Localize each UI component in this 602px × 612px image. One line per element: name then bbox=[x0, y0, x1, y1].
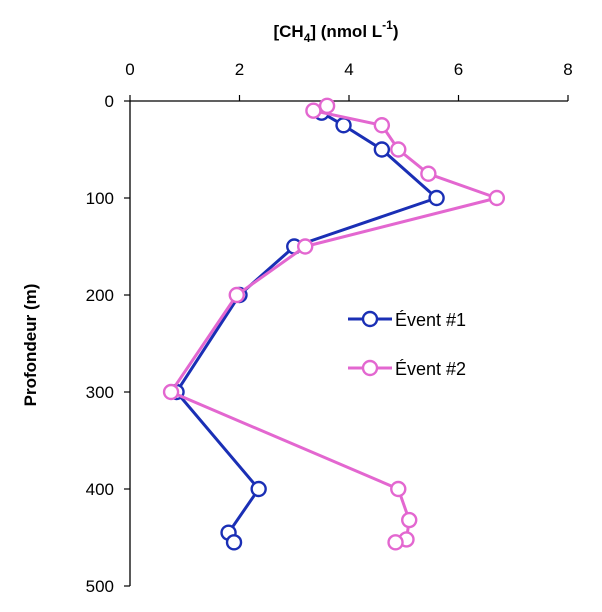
series-2-point bbox=[297, 238, 314, 255]
series-2-point bbox=[162, 383, 180, 401]
y-tick-label: 0 bbox=[105, 92, 114, 111]
x-axis-title-middle: ] (nmol L bbox=[310, 22, 382, 41]
series-2-point bbox=[387, 534, 404, 551]
x-axis-title-subscript: 4 bbox=[304, 31, 311, 45]
x-axis-title: [CH4] (nmol L-1) bbox=[273, 18, 398, 45]
series-2-point bbox=[318, 97, 336, 115]
series-2-point bbox=[373, 117, 391, 134]
x-axis-title-superscript: -1 bbox=[382, 18, 393, 32]
series-1-point bbox=[225, 534, 243, 551]
x-axis-title-prefix: [CH bbox=[273, 22, 303, 41]
x-tick-label: 6 bbox=[454, 60, 463, 79]
legend-marker-1 bbox=[361, 310, 379, 328]
series-2-point bbox=[390, 480, 407, 498]
series-2-point bbox=[390, 141, 407, 158]
series-2-point bbox=[488, 189, 506, 207]
legend-marker-2 bbox=[361, 359, 379, 377]
series-1-point bbox=[373, 141, 391, 158]
y-tick-label: 400 bbox=[86, 480, 114, 499]
plot-area: 0 2 4 6 8 0 100 200 300 400 500 Évent #1 Évent #2 bbox=[86, 60, 573, 596]
series-2-point bbox=[420, 165, 437, 182]
series-1-point bbox=[250, 480, 267, 498]
y-tick-label: 300 bbox=[86, 383, 114, 402]
y-tick-label: 200 bbox=[86, 286, 114, 305]
series-line-1 bbox=[175, 111, 439, 544]
y-tick-label: 500 bbox=[86, 577, 114, 596]
legend-label-1: Évent #1 bbox=[395, 310, 466, 330]
x-tick-label: 0 bbox=[125, 60, 134, 79]
series-2-point bbox=[228, 286, 245, 304]
legend-label-2: Évent #2 bbox=[395, 359, 466, 379]
x-tick-label: 2 bbox=[235, 60, 244, 79]
series-2-point bbox=[401, 511, 418, 529]
series-2-point bbox=[305, 102, 322, 119]
series-1-point bbox=[428, 189, 445, 207]
y-tick-label: 100 bbox=[86, 189, 114, 208]
x-axis-title-suffix: ) bbox=[393, 22, 399, 41]
x-tick-label: 4 bbox=[344, 60, 353, 79]
series-1-point bbox=[335, 117, 352, 134]
y-axis-title: Profondeur (m) bbox=[21, 284, 40, 407]
x-tick-label: 8 bbox=[563, 60, 572, 79]
